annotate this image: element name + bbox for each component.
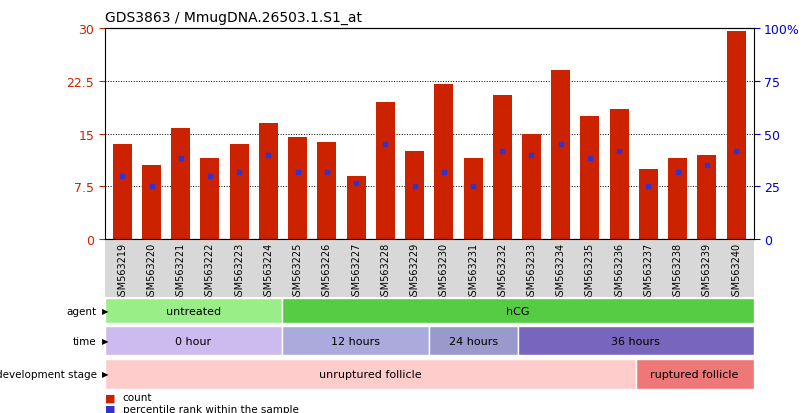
Text: development stage: development stage [0, 369, 97, 379]
Text: GSM563224: GSM563224 [264, 242, 273, 301]
Bar [282, 326, 430, 356]
Text: GSM563232: GSM563232 [497, 242, 507, 301]
Bar [347, 176, 366, 240]
Bar [668, 159, 688, 240]
Bar [697, 155, 717, 240]
Text: ruptured follicle: ruptured follicle [650, 369, 739, 379]
Text: ▶: ▶ [102, 306, 109, 315]
Bar [142, 166, 161, 240]
Text: GSM563231: GSM563231 [468, 242, 478, 301]
Text: GSM563233: GSM563233 [526, 242, 537, 301]
Text: GSM563240: GSM563240 [731, 242, 741, 301]
Text: GSM563222: GSM563222 [205, 242, 215, 301]
Text: GSM563219: GSM563219 [118, 242, 127, 301]
Text: GSM563238: GSM563238 [673, 242, 683, 301]
Bar [726, 33, 746, 240]
Bar [517, 326, 754, 356]
Text: 0 hour: 0 hour [175, 336, 211, 346]
Text: GDS3863 / MmugDNA.26503.1.S1_at: GDS3863 / MmugDNA.26503.1.S1_at [105, 11, 362, 25]
Bar [105, 326, 282, 356]
Text: hCG: hCG [506, 306, 530, 316]
Text: GSM563223: GSM563223 [235, 242, 244, 301]
Bar [580, 116, 600, 240]
Text: ■: ■ [105, 404, 115, 413]
Bar [113, 145, 132, 240]
Bar [463, 159, 483, 240]
Text: unruptured follicle: unruptured follicle [319, 369, 422, 379]
Bar [639, 169, 658, 240]
Bar [609, 109, 629, 240]
Text: GSM563239: GSM563239 [702, 242, 712, 301]
Text: 24 hours: 24 hours [449, 336, 498, 346]
Text: GSM563227: GSM563227 [351, 242, 361, 301]
Bar [376, 103, 395, 240]
Text: GSM563220: GSM563220 [147, 242, 156, 301]
Text: GSM563235: GSM563235 [585, 242, 595, 301]
Text: percentile rank within the sample: percentile rank within the sample [123, 404, 298, 413]
Text: ▶: ▶ [102, 369, 109, 378]
Text: untreated: untreated [166, 306, 221, 316]
Text: count: count [123, 392, 152, 402]
Bar [636, 359, 754, 389]
Text: GSM563221: GSM563221 [176, 242, 185, 301]
Bar [289, 138, 307, 240]
Text: GSM563226: GSM563226 [322, 242, 332, 301]
Bar [434, 85, 453, 240]
Text: 12 hours: 12 hours [331, 336, 380, 346]
Bar [522, 134, 541, 240]
Bar [282, 299, 754, 323]
Text: 36 hours: 36 hours [611, 336, 660, 346]
Bar [551, 71, 570, 240]
Bar [201, 159, 219, 240]
Text: GSM563229: GSM563229 [409, 242, 420, 301]
Bar [259, 124, 278, 240]
Text: GSM563237: GSM563237 [643, 242, 654, 301]
Text: GSM563225: GSM563225 [293, 242, 303, 301]
Bar [171, 128, 190, 240]
Text: agent: agent [67, 306, 97, 316]
Text: GSM563234: GSM563234 [555, 242, 566, 301]
Text: GSM563236: GSM563236 [614, 242, 624, 301]
Bar [492, 96, 512, 240]
Bar [230, 145, 249, 240]
Text: ▶: ▶ [102, 336, 109, 345]
Bar [405, 152, 424, 240]
Text: ■: ■ [105, 392, 115, 402]
Text: GSM563230: GSM563230 [438, 242, 449, 301]
Bar [105, 359, 636, 389]
Text: time: time [73, 336, 97, 346]
Bar [318, 142, 336, 240]
Bar [430, 326, 517, 356]
Bar [105, 299, 282, 323]
Text: GSM563228: GSM563228 [380, 242, 390, 301]
